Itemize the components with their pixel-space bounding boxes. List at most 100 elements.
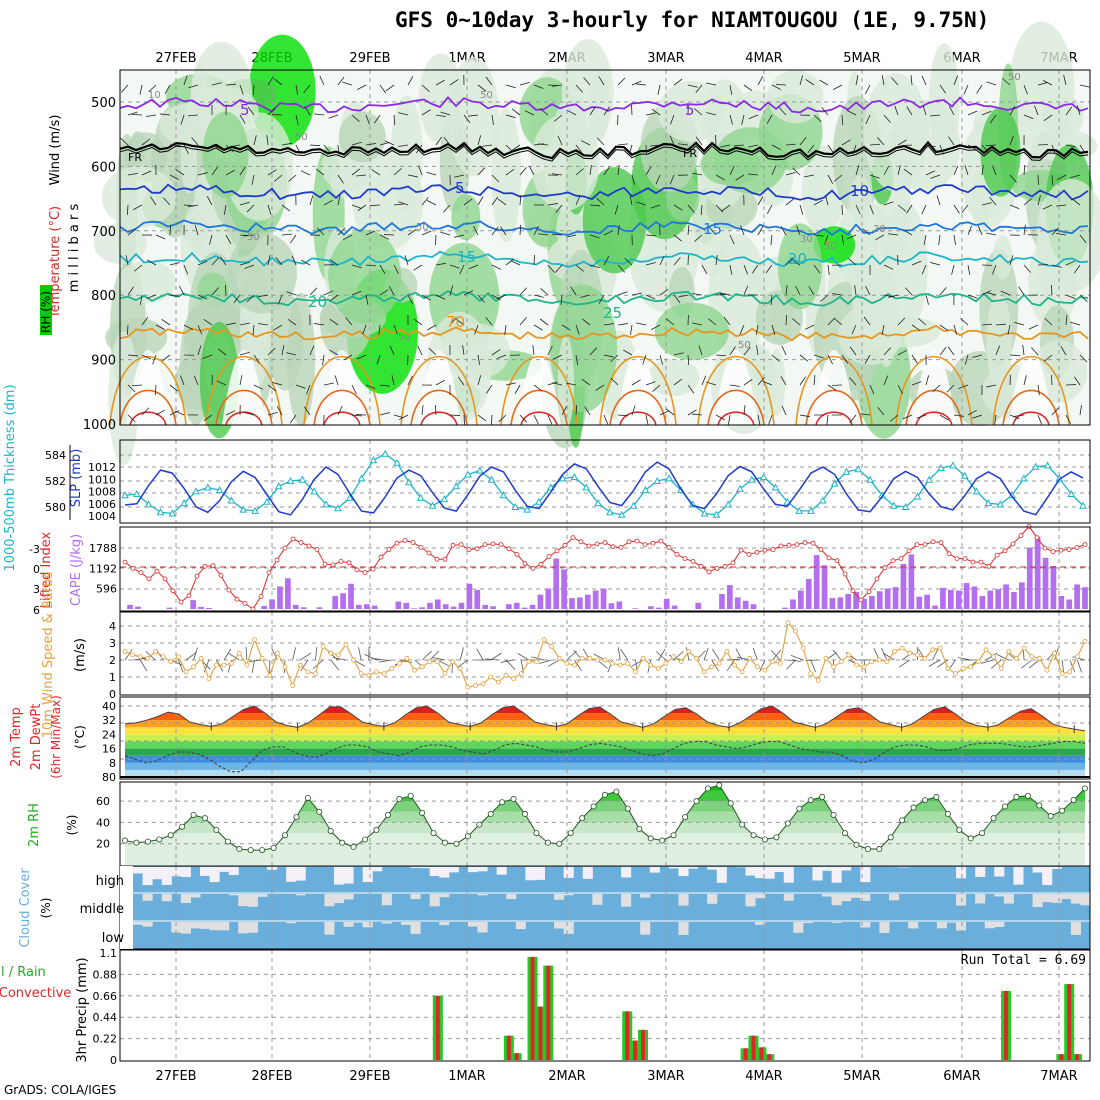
wind-barb (631, 104, 633, 116)
cloud-clear-segment (477, 894, 488, 896)
lifted-index-marker (850, 588, 856, 594)
wind-barb-10m (752, 647, 758, 661)
lifted-index-marker (930, 539, 936, 545)
wind-barb-10m (620, 649, 629, 661)
rh-marker (259, 847, 266, 854)
boundary-layer-column (222, 350, 266, 425)
boundary-layer-column (1009, 350, 1053, 425)
wind-barb (426, 199, 437, 206)
wind-barb-10m (457, 659, 469, 668)
wind-barb (897, 349, 907, 356)
isotherm-arch-25 (303, 355, 381, 426)
wind-barb (127, 286, 135, 296)
wind-barb (910, 75, 913, 86)
wind-barb (371, 169, 381, 176)
wind-barb (239, 261, 250, 266)
wind-barb (288, 174, 297, 182)
wind-barb (715, 255, 718, 266)
wind-barb (1050, 374, 1053, 386)
cloud-clear-segment (142, 894, 153, 901)
lifted-index-marker (818, 547, 824, 552)
wind-barb (174, 410, 185, 416)
wind-speed-marker (808, 671, 814, 676)
rh-marker (304, 794, 311, 801)
contour-label: 20 (308, 293, 327, 311)
isotherm-arch-25 (500, 355, 578, 426)
wind-speed-marker (846, 652, 852, 658)
wind-barb (267, 76, 274, 86)
wind-barb (547, 203, 558, 206)
cloud-clear-segment (324, 894, 335, 907)
wind-speed-marker (815, 678, 821, 683)
wind-barb (780, 226, 787, 236)
wind-speed-marker (564, 661, 570, 666)
lifted-index-marker (466, 547, 472, 552)
cape-bar (861, 598, 867, 609)
wind-barb (281, 204, 291, 212)
cloud-clear-segment (372, 867, 383, 872)
wind-barb-10m (928, 659, 941, 667)
wind-barb (217, 348, 227, 356)
wind-barb-10m (1061, 659, 1065, 673)
rh-shading (338, 111, 386, 163)
date-label-bottom: 28FEB (251, 1069, 292, 1084)
cloud-clear-segment (199, 922, 211, 929)
wind-barb (169, 294, 180, 297)
wind-barb (351, 114, 360, 123)
pressure-tick-label: 600 (91, 160, 116, 175)
thickness-marker (641, 486, 650, 494)
contour-label: 70 (446, 313, 465, 331)
wind-speed-marker (480, 681, 486, 687)
cloud-clear-segment (343, 867, 354, 884)
wind-barb (421, 294, 431, 301)
temp-band (125, 762, 1085, 770)
cape-bar (869, 596, 875, 609)
wind-speed-marker (389, 666, 395, 671)
wind-barb (477, 196, 484, 206)
rh-marker (624, 805, 631, 812)
wind-barb (454, 234, 465, 238)
wind-barb (771, 354, 780, 362)
wind-barb (921, 75, 927, 86)
wind-barb (477, 354, 480, 365)
wind-speed-marker (655, 666, 661, 671)
wind-barb (180, 114, 185, 125)
slp-line (124, 461, 1084, 516)
lifted-index-marker (522, 561, 528, 566)
cloud-clear-segment (946, 922, 957, 923)
wind-speed-marker (724, 649, 730, 654)
wind-barb (603, 323, 614, 326)
cloud-clear-segment (649, 867, 660, 873)
boundary-layer-column (517, 350, 561, 425)
cape-bar (521, 607, 528, 609)
thickness-marker (889, 501, 898, 509)
run-total-annotation: Run Total = 6.69 (961, 953, 1086, 968)
wind-barb (407, 229, 417, 236)
wind-speed-marker (434, 659, 440, 665)
isotherm-arch-30 (410, 389, 468, 426)
wind-speed-marker (587, 655, 593, 661)
wind-barb (939, 144, 944, 155)
lifted-index-marker (578, 539, 584, 545)
wind-barb (273, 78, 283, 86)
precip-convective-bar (759, 1047, 764, 1060)
rh-legend-bar (40, 285, 52, 335)
wind-barb (849, 377, 857, 386)
isotherm-line (119, 219, 1089, 236)
wind-barb (365, 264, 376, 267)
wind-speed-marker (457, 666, 463, 671)
lifted-index-marker (122, 559, 128, 565)
wind-barb (1076, 105, 1081, 116)
wind-barb (342, 234, 353, 241)
cloud-clear-segment (228, 894, 239, 896)
date-label-bottom: 5MAR (843, 1069, 880, 1084)
wind-barb (1079, 405, 1082, 416)
wind-barb (209, 234, 213, 245)
wind-barb (566, 382, 577, 386)
cloud-clear-segment (238, 922, 249, 934)
cloud-clear-segment (506, 894, 517, 900)
wind-barb (337, 76, 345, 86)
cloud-clear-segment (333, 867, 345, 885)
thickness-marker (487, 475, 496, 483)
cape-bar (1074, 584, 1080, 609)
